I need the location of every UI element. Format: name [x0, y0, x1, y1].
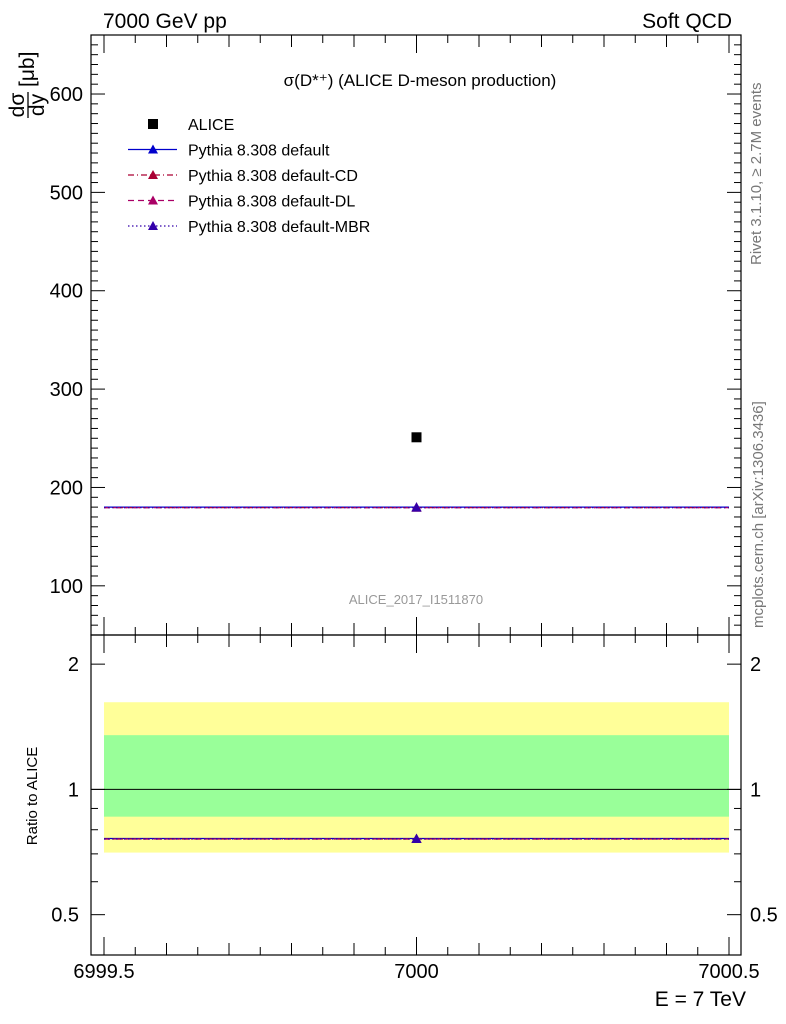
ratio-y-tick-label: 1: [68, 779, 79, 801]
mcplots-reference-label: mcplots.cern.ch [arXiv:1306.3436]: [750, 401, 767, 628]
y-axis-label-numerator: dσ: [6, 93, 29, 118]
x-tick-label: 7000.5: [698, 961, 759, 983]
legend-label: ALICE: [188, 117, 234, 134]
y-axis-label-denominator: dy: [26, 93, 49, 116]
y-tick-label: 100: [50, 576, 83, 598]
y-tick-label: 300: [50, 379, 83, 401]
legend-label: Pythia 8.308 default: [188, 143, 330, 160]
legend-label: Pythia 8.308 default-MBR: [188, 219, 370, 236]
ratio-uncertainty-bands: [104, 702, 729, 853]
main-axis-ticks: 100 200 300 400 500 600: [50, 34, 741, 635]
ratio-plot-marks: [91, 788, 741, 844]
header-energy-label: 7000 GeV pp: [103, 10, 227, 33]
legend-marker: [148, 195, 158, 205]
header-category-label: Soft QCD: [642, 10, 732, 33]
ratio-y-tick-label: 2: [68, 654, 79, 676]
legend: ALICE Pythia 8.308 default Pythia 8.308 de…: [128, 117, 370, 236]
series-marker: [411, 502, 422, 512]
legend-marker: [148, 170, 158, 179]
ratio-y-axis-label: Ratio to ALICE: [24, 747, 41, 845]
legend-label: Pythia 8.308 default-DL: [188, 194, 355, 211]
analysis-watermark: ALICE_2017_I1511870: [349, 592, 483, 607]
x-axis-label: E = 7 TeV: [655, 988, 746, 1011]
rivet-version-label: Rivet 3.1.10, ≥ 2.7M events: [748, 83, 765, 266]
y-axis-label-unit: [μb]: [16, 52, 39, 87]
ratio-series-marker: [411, 834, 422, 844]
legend-marker: [148, 221, 158, 230]
legend-label: Pythia 8.308 default-CD: [188, 168, 358, 185]
uncertainty-band: [104, 735, 729, 817]
x-tick-label: 6999.5: [73, 961, 134, 983]
legend-marker: [148, 144, 158, 154]
ratio-y-tick-label: 0.5: [51, 905, 79, 927]
ratio-y-tick-label-right: 1: [750, 779, 761, 801]
y-tick-label: 600: [50, 84, 83, 106]
y-axis-label: dσ dy [μb]: [6, 52, 49, 118]
y-tick-label: 400: [50, 281, 83, 303]
y-tick-label: 200: [50, 477, 83, 499]
plot-title: σ(D*⁺) (ALICE D-meson production): [284, 71, 557, 90]
data-point: [411, 432, 422, 443]
y-tick-label: 500: [50, 182, 83, 204]
ratio-axis-ticks: 0.5 0.5 1 1 2 2 6999.5 7000 7000.5: [51, 635, 778, 983]
main-plot-panel: 100 200 300 400 500 600 σ(D*⁺) (ALICE D-meson…: [6, 34, 742, 636]
ratio-y-tick-label-right: 0.5: [750, 905, 778, 927]
legend-marker: [148, 119, 158, 129]
ratio-y-tick-label-right: 2: [750, 654, 761, 676]
x-tick-label: 7000: [394, 961, 439, 983]
main-plot-marks: [104, 432, 729, 512]
ratio-plot-panel: 0.5 0.5 1 1 2 2 6999.5 7000 7000.5 Ratio to ALIC…: [24, 634, 778, 1011]
